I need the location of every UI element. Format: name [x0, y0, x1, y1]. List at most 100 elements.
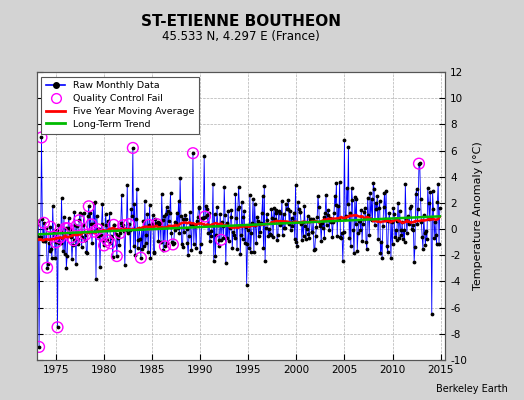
Point [192, 245, 200, 252]
Point [395, 235, 403, 241]
Point [78, 234, 86, 240]
Point [79, 222, 88, 228]
Point [255, 220, 264, 227]
Point [431, 219, 439, 226]
Point [96, 232, 105, 238]
Point [311, 246, 319, 252]
Point [116, 230, 124, 236]
Point [117, 192, 126, 199]
Point [40, 238, 49, 244]
Point [365, 232, 374, 238]
Point [370, 222, 379, 229]
Point [307, 216, 315, 222]
Point [421, 242, 430, 248]
Point [129, 145, 137, 151]
Point [403, 213, 412, 219]
Point [130, 201, 139, 207]
Point [64, 225, 72, 232]
Point [233, 246, 241, 252]
Point [69, 237, 78, 243]
Point [55, 240, 63, 246]
Point [374, 235, 383, 242]
Y-axis label: Temperature Anomaly (°C): Temperature Anomaly (°C) [473, 142, 483, 290]
Point [386, 218, 394, 224]
Point [117, 220, 125, 226]
Point [321, 210, 330, 216]
Point [199, 214, 208, 221]
Point [342, 212, 350, 219]
Point [379, 222, 387, 229]
Point [423, 185, 432, 191]
Point [184, 252, 192, 258]
Point [384, 218, 392, 225]
Point [48, 255, 56, 262]
Point [346, 210, 354, 216]
Point [203, 212, 212, 218]
Point [181, 212, 189, 218]
Point [350, 250, 358, 256]
Point [90, 200, 98, 206]
Point [170, 240, 178, 246]
Point [224, 207, 233, 214]
Point [187, 220, 195, 227]
Point [367, 216, 375, 222]
Point [384, 248, 392, 255]
Point [276, 222, 285, 228]
Point [52, 227, 61, 234]
Point [108, 234, 116, 241]
Point [283, 206, 292, 212]
Point [290, 236, 299, 242]
Point [193, 214, 202, 220]
Point [285, 220, 293, 227]
Point [270, 216, 279, 222]
Point [240, 208, 248, 215]
Point [420, 212, 428, 219]
Point [52, 239, 60, 246]
Point [104, 218, 112, 224]
Point [370, 186, 378, 192]
Point [110, 222, 118, 228]
Point [222, 220, 231, 226]
Point [219, 235, 227, 242]
Point [50, 228, 59, 234]
Point [353, 248, 362, 254]
Point [411, 191, 420, 198]
Point [163, 240, 171, 246]
Point [338, 230, 346, 236]
Point [69, 242, 77, 248]
Point [88, 240, 96, 246]
Point [100, 242, 108, 249]
Point [352, 196, 361, 202]
Point [225, 238, 233, 244]
Point [96, 264, 104, 270]
Point [140, 198, 149, 204]
Point [217, 237, 225, 243]
Point [43, 261, 52, 268]
Point [115, 242, 124, 248]
Point [372, 206, 380, 212]
Point [405, 218, 413, 225]
Point [54, 222, 62, 228]
Point [214, 243, 223, 250]
Point [101, 236, 109, 243]
Point [113, 235, 122, 241]
Point [397, 231, 406, 238]
Point [100, 242, 108, 249]
Point [252, 240, 260, 246]
Point [400, 239, 409, 245]
Point [135, 224, 144, 231]
Point [169, 241, 177, 248]
Point [106, 240, 115, 246]
Point [363, 246, 371, 252]
Point [212, 232, 221, 238]
Point [296, 209, 304, 215]
Point [301, 223, 309, 229]
Point [351, 194, 359, 200]
Point [420, 230, 429, 236]
Point [38, 216, 47, 222]
Point [284, 197, 292, 203]
Point [110, 222, 118, 229]
Point [35, 344, 43, 350]
Point [383, 243, 391, 249]
Point [157, 238, 165, 245]
